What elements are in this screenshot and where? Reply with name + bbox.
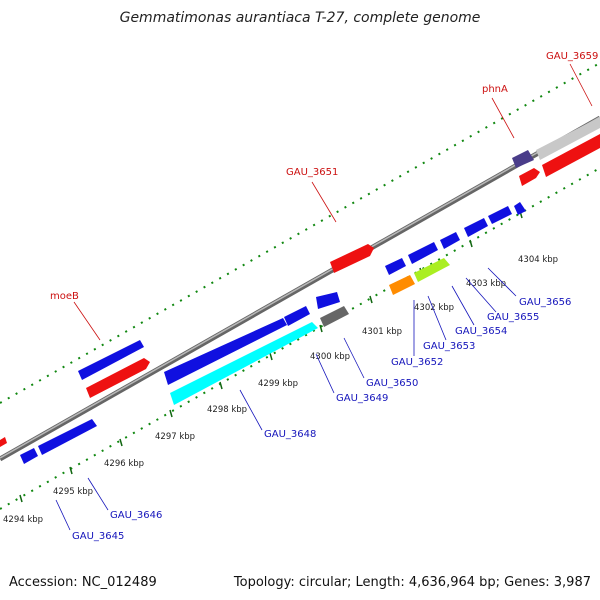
- leader-line: [87, 477, 109, 511]
- gene-reverse[interactable]: [514, 202, 526, 215]
- genome-stats-text: Topology: circular; Length: 4,636,964 bp…: [233, 575, 591, 590]
- tick-label: 4296 kbp: [104, 459, 144, 469]
- ruler-major-tick: [469, 239, 473, 248]
- gene-label[interactable]: GAU_3646: [110, 510, 162, 521]
- leader-line: [451, 285, 475, 326]
- leader-line: [487, 267, 517, 297]
- gene-GAU_3648-highlight[interactable]: [170, 322, 318, 405]
- tick-label: 4297 kbp: [155, 432, 195, 442]
- gene-GAU_3651[interactable]: [330, 244, 374, 273]
- leader-line: [315, 353, 335, 394]
- ruler-major-tick: [119, 438, 123, 447]
- gene-label[interactable]: GAU_3651: [286, 167, 338, 178]
- ruler-upper: [0, 62, 600, 404]
- gene-label[interactable]: GAU_3656: [519, 297, 571, 308]
- leader-line: [465, 277, 497, 313]
- gene-GAU_3653[interactable]: [408, 242, 438, 264]
- gene-label[interactable]: GAU_3649: [336, 393, 388, 404]
- leader-line: [427, 295, 447, 341]
- tick-label: 4304 kbp: [518, 255, 558, 265]
- gene-label[interactable]: GAU_3653: [423, 341, 475, 352]
- ruler-lower: [0, 167, 600, 510]
- ruler-major-tick: [169, 409, 173, 418]
- gene-GAU_3654[interactable]: [440, 232, 460, 249]
- gene-label[interactable]: GAU_3645: [72, 531, 124, 542]
- tick-label: 4303 kbp: [466, 279, 506, 289]
- gene-phnA[interactable]: [512, 150, 534, 168]
- tick-label: 4299 kbp: [258, 379, 298, 389]
- ruler-major-tick: [69, 466, 73, 475]
- gene-forward[interactable]: [519, 168, 540, 186]
- leader-line: [311, 181, 337, 223]
- ruler-major-tick: [369, 295, 373, 304]
- gene-forward[interactable]: [86, 358, 150, 398]
- gene-GAU_3650[interactable]: [316, 292, 340, 309]
- leader-lines-below: [55, 267, 517, 531]
- tick-label: 4300 kbp: [310, 352, 350, 362]
- gene-GAU_3646[interactable]: [38, 419, 97, 455]
- gene-forward[interactable]: [542, 134, 600, 177]
- gene-GAU_3656[interactable]: [488, 206, 512, 224]
- gene-grey[interactable]: [320, 306, 349, 327]
- gene-orange[interactable]: [389, 275, 415, 295]
- leader-line: [491, 97, 515, 139]
- map-title: Gemmatimonas aurantiaca T-27, complete g…: [119, 10, 481, 26]
- tick-label: 4298 kbp: [207, 405, 247, 415]
- gene-label[interactable]: GAU_3654: [455, 326, 507, 337]
- gene-label[interactable]: GAU_3652: [391, 357, 443, 368]
- leader-line: [73, 301, 101, 341]
- gene-label[interactable]: GAU_3655: [487, 312, 539, 323]
- genome-backbone: [0, 115, 600, 462]
- gene-GAU_3649[interactable]: [284, 306, 310, 326]
- ruler-major-tick: [319, 324, 323, 333]
- leader-lines-above: [73, 63, 593, 341]
- tick-label: 4301 kbp: [362, 327, 402, 337]
- gene-label[interactable]: GAU_3648: [264, 429, 316, 440]
- gene-GAU_3655[interactable]: [464, 218, 488, 237]
- gene-lime[interactable]: [414, 258, 450, 282]
- leader-line: [569, 63, 593, 107]
- leader-line: [239, 389, 263, 431]
- ruler-major-tick: [19, 494, 23, 503]
- gene-label[interactable]: moeB: [50, 291, 79, 302]
- accession-text: Accession: NC_012489: [9, 575, 157, 590]
- gene-label[interactable]: GAU_3650: [366, 378, 418, 389]
- tick-label: 4295 kbp: [53, 487, 93, 497]
- tick-label: 4294 kbp: [3, 515, 43, 525]
- ruler-major-tick: [269, 352, 273, 361]
- gene-GAU_3659[interactable]: [536, 117, 600, 160]
- genome-backbone-highlight: [0, 116, 600, 459]
- leader-line: [55, 499, 71, 531]
- gene-GAU_3652[interactable]: [385, 258, 406, 275]
- gene-forward[interactable]: [0, 437, 7, 447]
- gene-GAU_3645[interactable]: [20, 448, 38, 464]
- gene-label[interactable]: GAU_3659: [546, 51, 598, 62]
- tick-label: 4302 kbp: [414, 303, 454, 313]
- ruler-major-tick: [219, 381, 223, 390]
- gene-moeB[interactable]: [78, 340, 144, 380]
- gene-label[interactable]: phnA: [482, 84, 508, 95]
- gene-GAU_3648[interactable]: [164, 318, 287, 385]
- leader-line: [343, 337, 365, 379]
